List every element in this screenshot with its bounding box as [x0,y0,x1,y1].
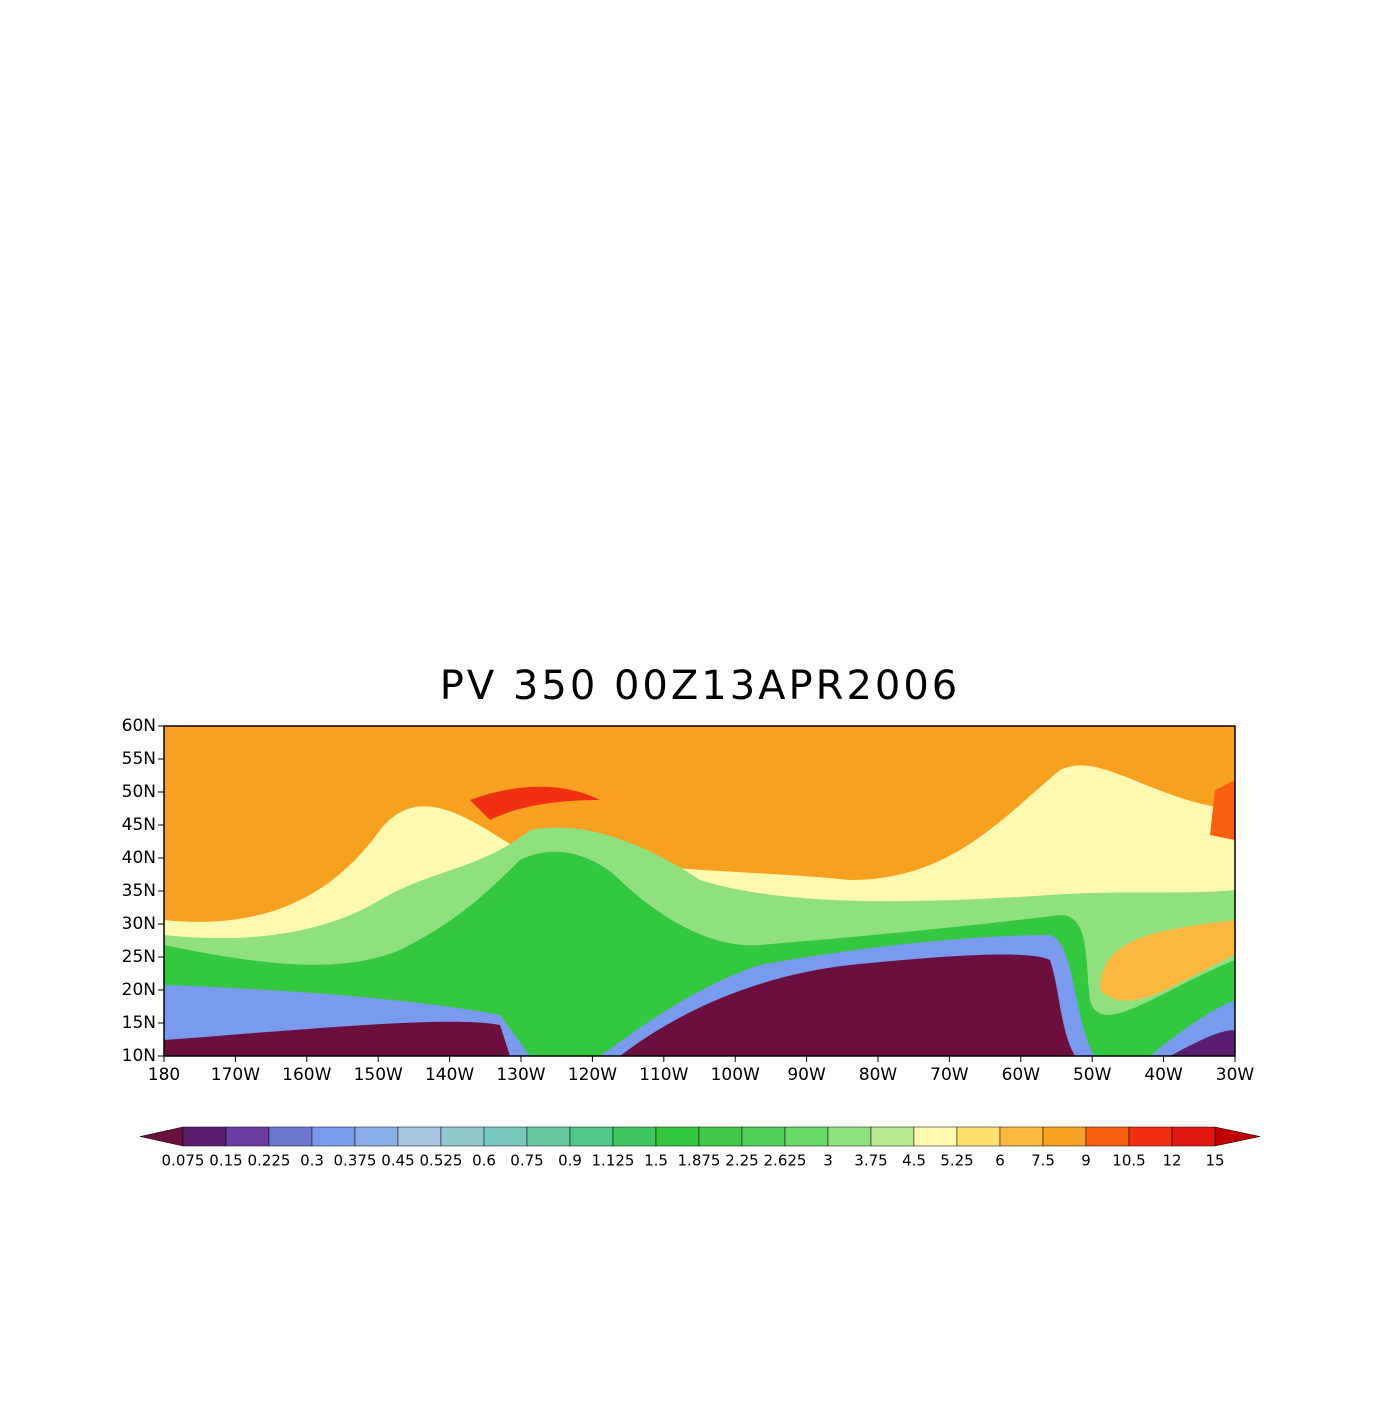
colorbar-label: 0.15 [209,1152,242,1170]
colorbar-swatch [1085,1126,1130,1147]
colorbar-swatch [311,1126,356,1147]
title: PV 350 00Z13APR2006 [440,663,961,709]
colorbar-swatch [182,1126,227,1147]
colorbar-label: 3 [823,1152,833,1170]
colorbar-swatch [268,1126,313,1147]
colorbar-label: 0.075 [162,1152,205,1170]
colorbar-label: 1.5 [644,1152,668,1170]
colorbar-label: 10.5 [1112,1152,1145,1170]
colorbar-swatch [913,1126,958,1147]
colorbar-swatch [569,1126,614,1147]
lat-label: 55N [122,749,156,769]
lat-label: 10N [122,1046,156,1066]
colorbar-label: 15 [1205,1152,1224,1170]
lat-label: 20N [122,980,156,1000]
colorbar-label: 1.875 [678,1152,721,1170]
colorbar-label: 2.25 [725,1152,758,1170]
lat-label: 25N [122,947,156,967]
colorbar-low-arrow [139,1126,184,1147]
colorbar-label: 2.625 [764,1152,807,1170]
colorbar-swatch [784,1126,829,1147]
colorbar-high-arrow [1214,1126,1261,1147]
colorbar-label: 0.45 [381,1152,414,1170]
pv-field [164,726,1235,1056]
lon-label: 30W [1216,1065,1255,1085]
colorbar-label: 5.25 [940,1152,973,1170]
lat-label: 15N [122,1013,156,1033]
lon-label: 150W [354,1065,403,1085]
colorbar-swatch [612,1126,657,1147]
colorbar-label: 0.3 [300,1152,324,1170]
colorbar-swatch [483,1126,528,1147]
colorbar-swatch [956,1126,1001,1147]
colorbar-swatch [870,1126,915,1147]
lon-label: 180 [148,1065,180,1085]
colorbar-label: 6 [995,1152,1005,1170]
lon-label: 50W [1073,1065,1112,1085]
lat-label: 40N [122,848,156,868]
lon-label: 110W [639,1065,688,1085]
colorbar-swatch [526,1126,571,1147]
colorbar-swatch [655,1126,700,1147]
colorbar-label: 1.125 [592,1152,635,1170]
lat-label: 35N [122,881,156,901]
colorbar-swatch [225,1126,270,1147]
lon-label: 80W [859,1065,898,1085]
lon-label: 100W [711,1065,760,1085]
colorbar-label: 7.5 [1031,1152,1055,1170]
lon-label: 70W [930,1065,969,1085]
colorbar-swatch [827,1126,872,1147]
lon-label: 120W [568,1065,617,1085]
lat-label: 30N [122,914,156,934]
lat-label: 50N [122,782,156,802]
colorbar-swatch [1128,1126,1173,1147]
colorbar-swatch [999,1126,1044,1147]
colorbar-label: 0.9 [558,1152,582,1170]
colorbar-label: 0.225 [248,1152,291,1170]
lon-label: 160W [282,1065,331,1085]
lon-label: 90W [787,1065,826,1085]
colorbar-swatch [397,1126,442,1147]
colorbar-label: 3.75 [854,1152,887,1170]
colorbar-label: 0.375 [334,1152,377,1170]
colorbar-label: 12 [1162,1152,1181,1170]
colorbar-label: 4.5 [902,1152,926,1170]
lon-label: 40W [1144,1065,1183,1085]
lon-label: 140W [425,1065,474,1085]
colorbar-label: 0.525 [420,1152,463,1170]
colorbar-swatch [1171,1126,1216,1147]
colorbar-swatch [1042,1126,1087,1147]
colorbar-swatch [698,1126,743,1147]
colorbar-label: 0.75 [510,1152,543,1170]
colorbar-label: 0.6 [472,1152,496,1170]
lat-label: 60N [122,716,156,736]
lon-label: 60W [1002,1065,1041,1085]
colorbar-label: 9 [1081,1152,1091,1170]
colorbar-swatch [440,1126,485,1147]
colorbar-swatch [354,1126,399,1147]
colorbar-swatch [741,1126,786,1147]
lon-label: 130W [496,1065,545,1085]
lat-label: 45N [122,815,156,835]
lon-label: 170W [211,1065,260,1085]
